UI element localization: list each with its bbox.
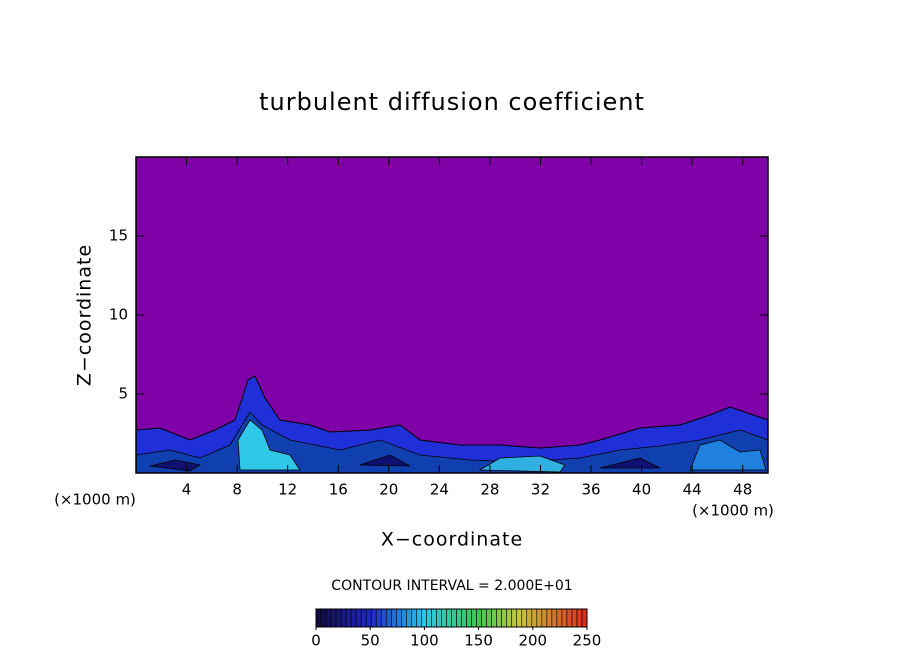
x-tick-label: 32 <box>531 481 550 499</box>
colorbar-swatch <box>581 608 588 628</box>
colorbar-swatch <box>561 608 568 628</box>
colorbar-swatch <box>436 608 442 628</box>
colorbar-tick-label: 100 <box>410 632 439 650</box>
x-tick-label: 12 <box>278 481 297 499</box>
colorbar-swatch <box>506 608 513 628</box>
colorbar-swatch <box>370 608 377 628</box>
colorbar-tick-label: 50 <box>361 632 380 650</box>
colorbar-swatch <box>390 608 397 628</box>
colorbar-swatch <box>441 608 447 628</box>
colorbar-swatch <box>481 608 487 628</box>
x-unit-label: (×1000 m) <box>692 502 774 520</box>
x-tick-label: 44 <box>683 481 702 499</box>
contour-region <box>689 439 767 471</box>
colorbar-tick-label: 200 <box>518 632 547 650</box>
y-tick-label: 5 <box>118 385 128 403</box>
colorbar-swatch <box>385 608 392 628</box>
colorbar-tick-label: 250 <box>573 632 602 650</box>
colorbar-swatch <box>556 608 563 628</box>
contour-field <box>135 375 769 474</box>
x-tick-label: 36 <box>581 481 600 499</box>
colorbar-swatch <box>446 608 452 628</box>
colorbar-swatch <box>531 608 538 628</box>
x-tick-label: 8 <box>232 481 242 499</box>
colorbar-swatch <box>406 608 412 628</box>
colorbar-swatch <box>355 608 362 628</box>
colorbar-swatch <box>526 608 533 628</box>
colorbar-frame <box>315 608 588 628</box>
colorbar-swatch <box>456 608 462 628</box>
x-tick-label: 16 <box>329 481 348 499</box>
colorbar-swatch <box>546 608 553 628</box>
chart-title: turbulent diffusion coefficient <box>259 88 645 116</box>
x-tick-label: 4 <box>182 481 192 499</box>
y-axis-label: Z−coordinate <box>74 244 96 386</box>
x-tick-label: 24 <box>430 481 449 499</box>
colorbar-swatch <box>521 608 528 628</box>
colorbar-swatch <box>426 608 432 628</box>
colorbar-swatch <box>571 608 578 628</box>
colorbar-swatch <box>360 608 367 628</box>
colorbar-swatch <box>471 608 477 628</box>
colorbar-swatch <box>345 608 352 628</box>
contour-region <box>478 455 566 473</box>
colorbar-swatch <box>476 608 482 628</box>
x-tick-label: 20 <box>379 481 398 499</box>
colorbar-swatch <box>576 608 583 628</box>
colorbar-swatch <box>516 608 523 628</box>
colorbar-swatch <box>340 608 347 628</box>
contour-region <box>135 411 769 474</box>
colorbar-tick-label: 150 <box>464 632 493 650</box>
colorbar-swatch <box>461 608 467 628</box>
colorbar-swatch <box>411 608 417 628</box>
colorbar-swatch <box>496 608 502 628</box>
colorbar-swatch <box>365 608 372 628</box>
colorbar-swatch <box>395 608 402 628</box>
colorbar-swatch <box>431 608 437 628</box>
colorbar-swatch <box>320 608 327 628</box>
colorbar-swatch <box>451 608 457 628</box>
x-tick-label: 48 <box>733 481 752 499</box>
colorbar-swatch <box>551 608 558 628</box>
colorbar-swatch <box>315 608 322 628</box>
colorbar-swatch <box>566 608 573 628</box>
colorbar-swatch <box>416 608 422 628</box>
colorbar-swatch <box>325 608 332 628</box>
y-unit-label: (×1000 m) <box>54 491 136 509</box>
y-tick-label: 15 <box>109 227 128 245</box>
contour-region <box>149 454 661 472</box>
x-tick-label: 40 <box>632 481 651 499</box>
colorbar-swatch <box>466 608 472 628</box>
colorbar-swatch <box>511 608 518 628</box>
colorbar-swatch <box>536 608 543 628</box>
colorbar-swatch <box>330 608 337 628</box>
colorbar-tick-label: 0 <box>311 632 321 650</box>
colorbar-swatch <box>421 608 427 628</box>
colorbar-swatch <box>491 608 497 628</box>
contour-region <box>237 419 301 471</box>
x-tick-label: 28 <box>480 481 499 499</box>
colorbar-swatch <box>350 608 357 628</box>
x-axis-label: X−coordinate <box>381 529 523 551</box>
colorbar-swatch <box>501 608 508 628</box>
contour-interval: CONTOUR INTERVAL = 2.000E+01 <box>331 578 572 594</box>
colorbar-swatch <box>401 608 407 628</box>
colorbar-swatch <box>541 608 548 628</box>
y-tick-label: 10 <box>109 306 128 324</box>
colorbar-swatch <box>486 608 492 628</box>
colorbar-swatch <box>380 608 387 628</box>
colorbar-swatch <box>375 608 382 628</box>
colorbar-swatch <box>335 608 342 628</box>
